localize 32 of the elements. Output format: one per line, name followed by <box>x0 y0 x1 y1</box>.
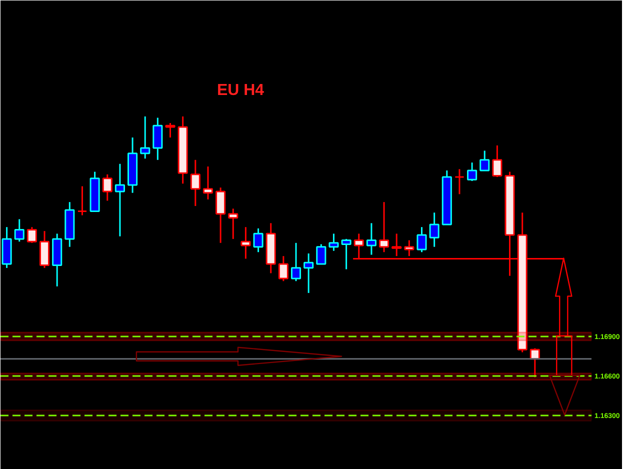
candlestick <box>190 159 200 207</box>
candlestick <box>102 174 112 202</box>
candlestick <box>492 144 502 178</box>
candlestick <box>467 162 478 182</box>
candlestick <box>77 186 88 216</box>
candlestick <box>14 218 24 242</box>
candlestick <box>328 232 339 252</box>
candlestick <box>290 242 302 282</box>
candlestick <box>228 208 238 240</box>
candlestick <box>304 252 314 294</box>
candlestick <box>366 222 376 256</box>
candlestick <box>39 230 50 269</box>
candlestick <box>416 226 427 253</box>
candlestick <box>480 150 490 172</box>
candlestick <box>165 122 176 138</box>
candlestick <box>392 232 402 257</box>
candlestick <box>278 255 288 282</box>
candlestick <box>114 163 125 238</box>
candlestick <box>240 226 251 260</box>
candlestick <box>316 243 326 265</box>
candlestick <box>429 212 440 248</box>
candlestick <box>216 186 226 244</box>
candlestick <box>26 226 37 244</box>
candlestick <box>152 117 163 161</box>
candlestick <box>341 238 352 270</box>
candlestick <box>378 201 390 253</box>
text: EU H4 <box>216 82 264 99</box>
candlestick <box>404 240 414 257</box>
candlestick <box>454 168 464 195</box>
candlestick <box>253 228 264 253</box>
candlestick <box>202 166 214 200</box>
candlestick <box>140 116 150 160</box>
